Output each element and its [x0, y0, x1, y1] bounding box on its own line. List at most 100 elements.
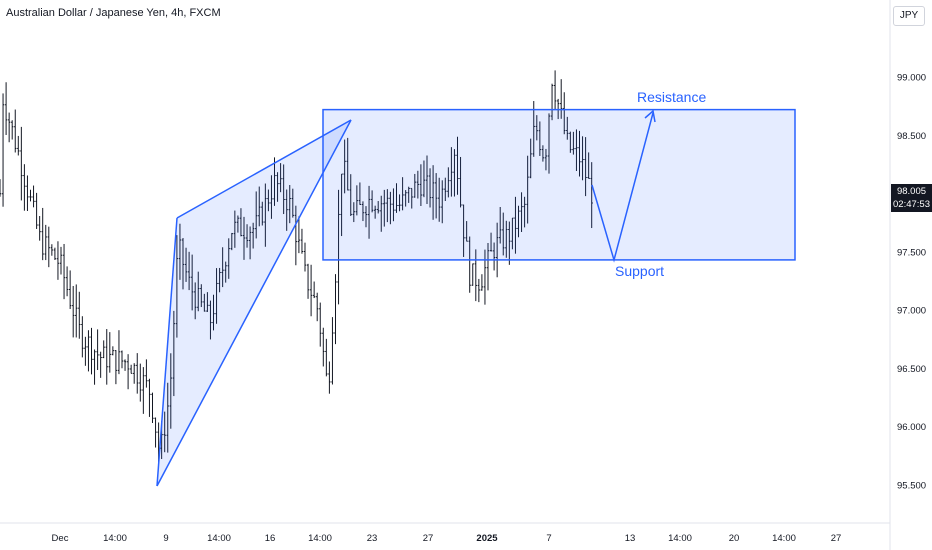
candle	[300, 228, 304, 254]
candle	[584, 137, 587, 197]
candle	[53, 247, 57, 260]
candle	[105, 329, 108, 385]
candle	[587, 152, 590, 179]
candle	[316, 292, 319, 322]
candle	[84, 336, 87, 366]
candle	[291, 188, 294, 218]
candle	[331, 317, 334, 385]
candle	[563, 92, 566, 135]
candle	[489, 232, 493, 252]
x-tick-label: 14:00	[103, 533, 127, 544]
candle	[416, 170, 420, 199]
candle	[50, 244, 54, 256]
candle	[477, 278, 481, 303]
candle	[361, 201, 365, 222]
candle	[346, 137, 349, 191]
candle	[380, 195, 383, 232]
candle	[581, 136, 584, 181]
candle	[233, 210, 237, 248]
candle	[572, 131, 575, 155]
candle	[590, 162, 593, 229]
y-tick-label: 95.500	[897, 480, 926, 491]
candle	[203, 293, 206, 312]
candle	[29, 189, 32, 202]
x-tick-label: 14:00	[668, 533, 692, 544]
x-tick-label: 27	[831, 533, 842, 544]
candle	[480, 274, 484, 291]
x-tick-label: 13	[625, 533, 636, 544]
candle	[523, 196, 526, 228]
candle	[255, 191, 258, 239]
candle	[108, 332, 111, 373]
candle	[535, 115, 538, 141]
candle	[163, 411, 166, 453]
candle	[419, 164, 423, 207]
candle	[96, 329, 99, 370]
candle	[248, 226, 252, 260]
currency-button[interactable]: JPY	[893, 6, 925, 26]
y-tick-label: 97.000	[897, 306, 926, 317]
candle	[0, 179, 2, 197]
candle	[142, 367, 145, 414]
support-label: Support	[615, 263, 664, 279]
candle	[352, 202, 355, 223]
candle	[529, 138, 532, 179]
wedge-upper-line	[176, 119, 352, 219]
candle	[410, 187, 413, 209]
candles-layer	[0, 70, 593, 463]
candle	[544, 148, 548, 171]
candle	[172, 310, 176, 397]
last-price-value: 98.005	[896, 186, 927, 197]
candle	[425, 155, 429, 205]
candle	[239, 208, 243, 237]
candle	[459, 156, 462, 208]
candle	[355, 185, 359, 216]
annotation-labels: Resistance Support	[615, 89, 706, 279]
candle	[434, 173, 438, 219]
candle	[508, 221, 511, 265]
candle	[453, 149, 456, 197]
candle	[383, 189, 386, 227]
candle	[343, 139, 346, 194]
candle	[441, 180, 444, 224]
candle	[520, 192, 523, 232]
candle	[547, 113, 551, 174]
candle	[407, 186, 410, 203]
x-tick-label: 20	[729, 533, 740, 544]
candle	[422, 160, 426, 198]
candle	[184, 247, 188, 282]
candle	[56, 241, 60, 280]
candle	[517, 205, 520, 238]
candle	[1, 93, 5, 207]
candle	[566, 116, 569, 140]
candle	[166, 382, 169, 453]
candle	[264, 183, 267, 247]
candle	[169, 353, 172, 429]
y-tick-label: 97.500	[897, 247, 926, 258]
candle	[4, 82, 8, 135]
candle	[35, 192, 38, 229]
candle	[312, 281, 316, 299]
candle	[431, 165, 435, 220]
candle	[495, 222, 499, 278]
candle	[20, 126, 23, 201]
x-tick-label: 7	[546, 533, 551, 544]
y-tick-label: 99.000	[897, 73, 926, 84]
candle	[187, 251, 191, 291]
candle	[270, 175, 273, 219]
candle	[309, 264, 313, 317]
candle	[251, 222, 255, 249]
candle	[59, 246, 63, 275]
candle	[126, 354, 130, 390]
candle	[389, 191, 392, 225]
candle	[17, 135, 20, 156]
candle	[541, 145, 545, 162]
candle	[486, 242, 490, 291]
candle	[245, 224, 249, 248]
candle	[102, 340, 105, 359]
candle	[325, 338, 328, 377]
candle	[578, 130, 581, 177]
candle	[550, 83, 554, 121]
